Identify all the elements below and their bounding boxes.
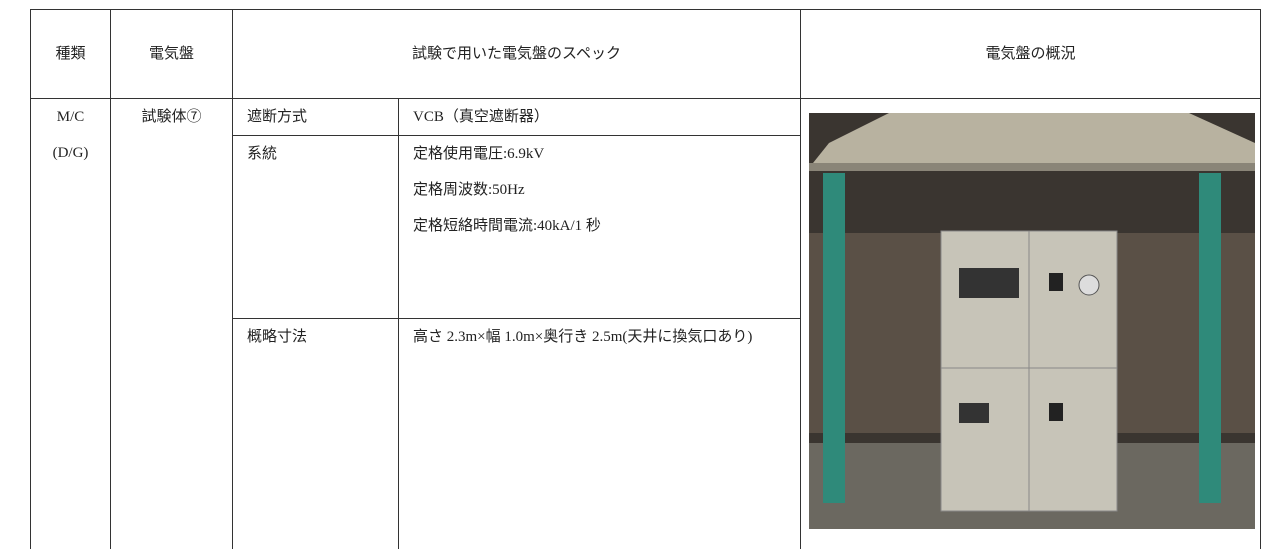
type-line: M/C bbox=[45, 99, 96, 135]
spec-item: 遮断方式 bbox=[233, 99, 399, 136]
header-row: 種類 電気盤 試験で用いた電気盤のスペック 電気盤の概況 bbox=[31, 10, 1261, 99]
spec-item: 系統 bbox=[233, 136, 399, 319]
spec-table: 種類 電気盤 試験で用いた電気盤のスペック 電気盤の概況 M/C (D/G) 試… bbox=[30, 9, 1261, 549]
header-cell: 試験で用いた電気盤のスペック bbox=[233, 10, 801, 99]
detail-line: 定格使用電圧:6.9kV bbox=[413, 136, 786, 172]
header-cell: 電気盤 bbox=[111, 10, 233, 99]
spec-detail: 高さ 2.3m×幅 1.0m×奥行き 2.5m(天井に換気口あり) bbox=[399, 318, 801, 549]
detail-line: 高さ 2.3m×幅 1.0m×奥行き 2.5m(天井に換気口あり) bbox=[413, 319, 786, 355]
header-cell: 種類 bbox=[31, 10, 111, 99]
photo-cell bbox=[801, 99, 1261, 549]
header-cell: 電気盤の概況 bbox=[801, 10, 1261, 99]
panel-cell: 試験体⑦ bbox=[111, 99, 233, 549]
spec-detail: VCB（真空遮断器） bbox=[399, 99, 801, 136]
type-line: (D/G) bbox=[45, 135, 96, 171]
detail-line: 定格周波数:50Hz bbox=[413, 172, 786, 208]
spec-detail: 定格使用電圧:6.9kV 定格周波数:50Hz 定格短絡時間電流:40kA/1 … bbox=[399, 136, 801, 319]
spec-item: 概略寸法 bbox=[233, 318, 399, 549]
detail-line: VCB（真空遮断器） bbox=[413, 99, 786, 135]
photo bbox=[809, 113, 1255, 529]
detail-line: 定格短絡時間電流:40kA/1 秒 bbox=[413, 208, 786, 244]
type-cell: M/C (D/G) bbox=[31, 99, 111, 549]
